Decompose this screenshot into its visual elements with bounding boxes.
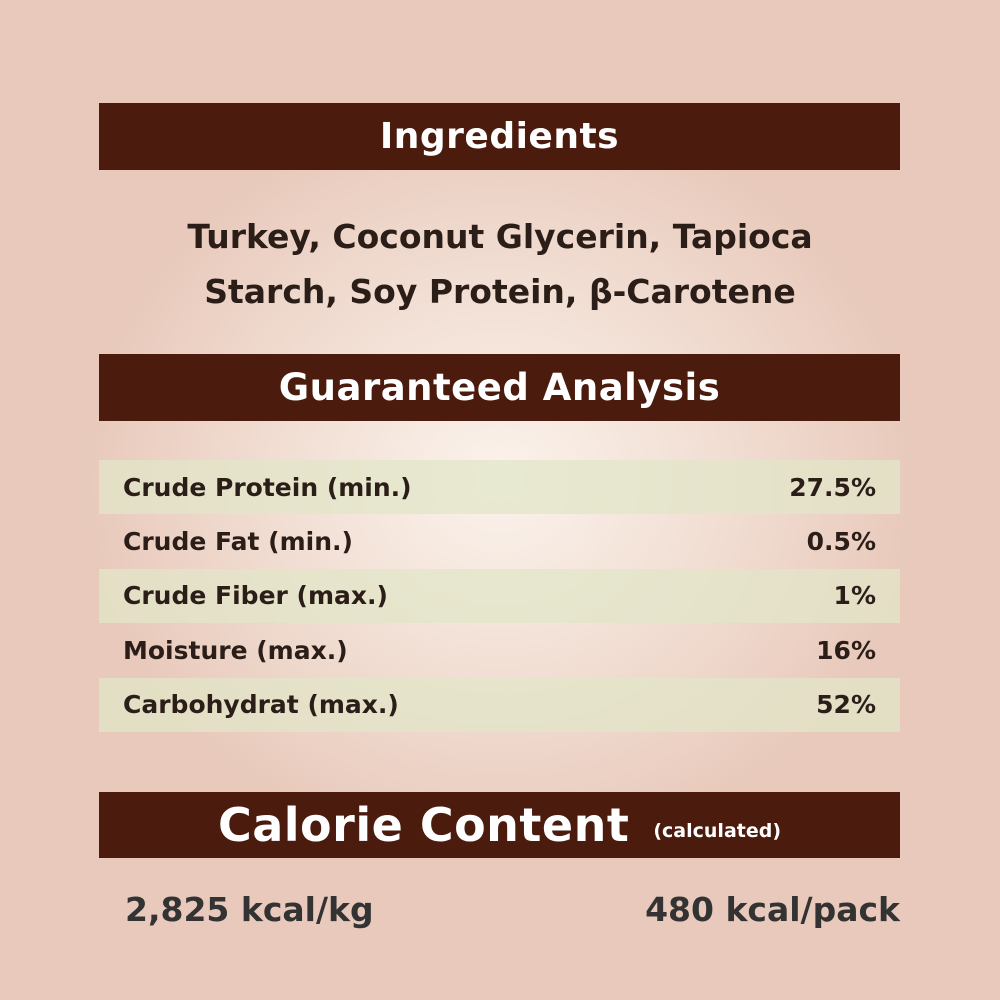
row-label: Carbohydrat (max.) xyxy=(123,690,399,720)
ingredients-list: Turkey, Coconut Glycerin, Tapioca Starch… xyxy=(0,209,1000,319)
table-row: Moisture (max.) 16% xyxy=(99,623,900,677)
row-label: Crude Protein (min.) xyxy=(123,472,412,502)
table-row: Crude Protein (min.) 27.5% xyxy=(99,460,900,515)
row-value: 52% xyxy=(816,690,876,720)
calories-per-pack: 480 kcal/pack xyxy=(645,890,900,929)
row-value: 0.5% xyxy=(806,527,876,557)
row-label: Crude Fat (min.) xyxy=(123,527,353,557)
table-row: Carbohydrat (max.) 52% xyxy=(99,677,900,732)
row-value: 16% xyxy=(816,635,876,665)
analysis-table: Crude Protein (min.) 27.5% Crude Fat (min… xyxy=(99,460,900,732)
row-value: 27.5% xyxy=(789,472,876,502)
analysis-header: Guaranteed Analysis xyxy=(99,354,900,421)
ingredients-line-2: Starch, Soy Protein, β-Carotene xyxy=(204,272,796,311)
analysis-title: Guaranteed Analysis xyxy=(278,366,721,409)
table-row: Crude Fiber (max.) 1% xyxy=(99,568,900,624)
row-value: 1% xyxy=(833,581,876,611)
ingredients-line-1: Turkey, Coconut Glycerin, Tapioca xyxy=(187,217,813,256)
calories-per-kg: 2,825 kcal/kg xyxy=(125,890,374,929)
row-label: Crude Fiber (max.) xyxy=(123,581,388,611)
calorie-header: Calorie Content (calculated) xyxy=(99,792,900,858)
ingredients-title: Ingredients xyxy=(379,116,620,157)
ingredients-header: Ingredients xyxy=(99,103,900,170)
row-label: Moisture (max.) xyxy=(123,635,348,665)
calorie-title: Calorie Content xyxy=(217,798,630,852)
calorie-subtitle: (calculated) xyxy=(653,820,782,842)
table-row: Crude Fat (min.) 0.5% xyxy=(99,514,900,568)
